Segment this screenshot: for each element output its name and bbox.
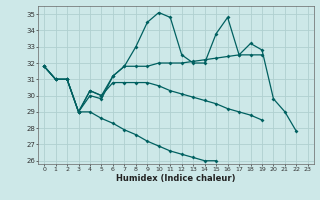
X-axis label: Humidex (Indice chaleur): Humidex (Indice chaleur) [116,174,236,183]
